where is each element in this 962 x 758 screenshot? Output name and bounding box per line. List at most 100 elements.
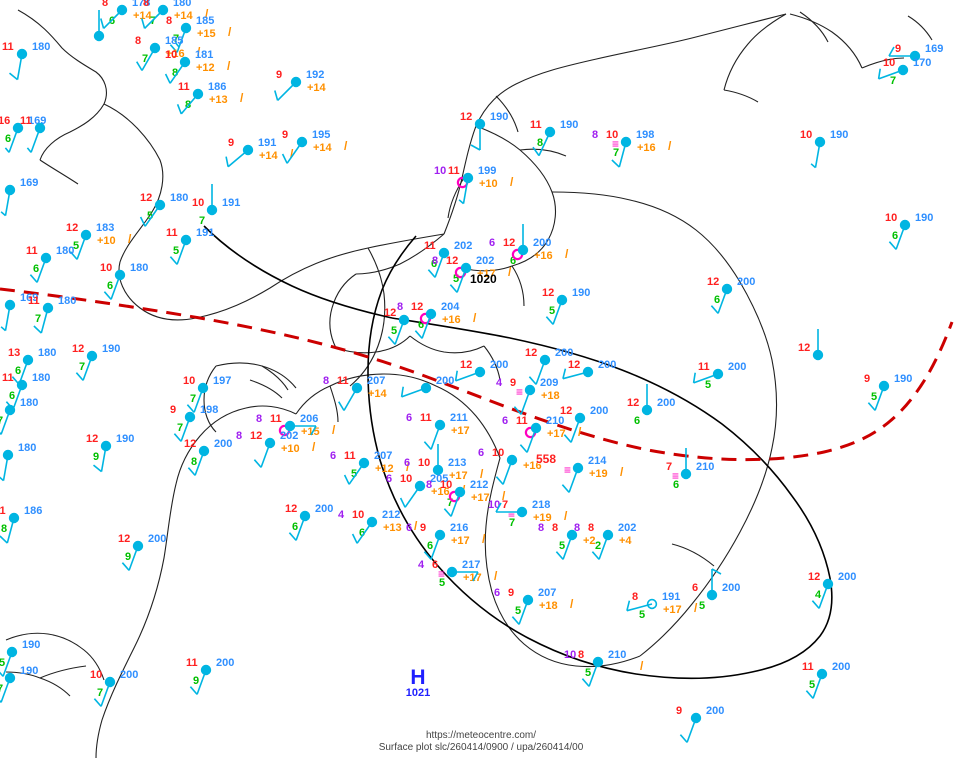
station-pressure: 218 — [532, 499, 551, 511]
tendency-trace-icon: / — [480, 467, 484, 481]
station-circle-and-wind-barb — [545, 294, 568, 325]
station-circle-and-wind-barb — [225, 144, 254, 168]
station-pressure: 198 — [636, 129, 655, 141]
station-temperature: 11 — [178, 81, 190, 93]
station-visibility: 8 — [397, 301, 404, 313]
station-pressure-tendency: +16 — [431, 486, 450, 498]
station-circle-and-wind-barb — [400, 382, 432, 398]
station-circle-and-wind-barb — [867, 380, 890, 411]
station-circle-and-wind-barb — [805, 668, 828, 699]
station-circle-and-wind-barb — [100, 4, 128, 29]
station-dewpoint: 8 — [191, 456, 198, 468]
station-dewpoint: 7 — [0, 683, 4, 695]
station-pressure: 206 — [300, 413, 319, 425]
tendency-trace-icon: / — [312, 440, 316, 454]
station-dewpoint: 6 — [9, 390, 16, 402]
station-pressure: 180 — [56, 245, 75, 257]
station-temperature: 9 — [420, 522, 427, 534]
station-circle-and-wind-barb — [443, 486, 466, 517]
station-pressure-tendency: +18 — [541, 390, 560, 402]
station-pressure: 210 — [608, 649, 627, 661]
tendency-trace-icon: / — [502, 489, 506, 503]
station-pressure-tendency: +14 — [133, 10, 152, 22]
station-pressure-tendency: +14 — [307, 82, 326, 94]
station-pressure: 212 — [470, 479, 489, 491]
station-pressure: 200 — [590, 405, 609, 417]
station-pressure-tendency: +16 — [442, 314, 461, 326]
station-dewpoint: 6 — [510, 255, 517, 267]
plot-caption: Surface plot slc/260414/0900 / upa/26041… — [378, 742, 584, 753]
station-pressure: 200 — [490, 359, 509, 371]
station-circle-and-wind-barb — [93, 10, 105, 42]
station-pressure: 200 — [657, 397, 676, 409]
tendency-trace-icon: / — [228, 25, 232, 39]
station-pressure-tendency: +16 — [637, 142, 656, 154]
station-pressure-tendency: +12 — [196, 62, 215, 74]
station-circle-and-wind-barb — [563, 412, 586, 443]
station-dewpoint: 6 — [418, 319, 425, 331]
station-visibility: 6 — [494, 587, 501, 599]
station-circle-and-wind-barb — [343, 457, 370, 485]
station-pressure: 200 — [436, 375, 455, 387]
station-dewpoint: 7 — [447, 497, 454, 509]
station-pressure: 190 — [22, 639, 41, 651]
station-circle-and-wind-barb — [399, 480, 426, 508]
station-temperature: 12 — [86, 433, 99, 445]
station-pressure-tendency: +19 — [589, 468, 608, 480]
station-temperature: 8 — [102, 0, 109, 9]
station-pressure: 185 — [196, 15, 215, 27]
station-pressure-tendency: +2 — [583, 535, 596, 547]
station-dewpoint: 7 — [142, 53, 149, 65]
high-value: 1021 — [405, 687, 431, 699]
station-dewpoint: 5 — [585, 667, 592, 679]
station-circle-and-wind-barb — [288, 510, 311, 541]
station-dewpoint: 5 — [453, 273, 460, 285]
station-pressure-tendency: +17 — [451, 425, 470, 437]
station-circle-and-wind-barb — [513, 384, 536, 415]
station-temperature: 12 — [503, 237, 516, 249]
tendency-trace-icon: / — [494, 569, 498, 583]
station-temperature: 12 — [560, 405, 573, 417]
station-dewpoint: 8 — [537, 137, 544, 149]
station-pressure: 190 — [116, 433, 135, 445]
station-pressure: 190 — [102, 343, 121, 355]
station-visibility: 4 — [418, 559, 425, 571]
station-circle-and-wind-barb — [710, 283, 733, 314]
station-dewpoint: 7 — [613, 147, 620, 159]
station-pressure: 200 — [533, 237, 552, 249]
station-dewpoint: 7 — [890, 75, 897, 87]
station-pressure: 200 — [315, 503, 334, 515]
station-circle-and-wind-barb — [458, 172, 474, 205]
station-dewpoint: 8 — [1, 523, 8, 535]
station-temperature: 6 — [692, 582, 699, 594]
station-visibility: 4 — [338, 509, 345, 521]
station-circle-and-wind-barb — [141, 4, 169, 29]
station-circle-and-wind-barb — [511, 594, 534, 625]
station-circle-and-wind-barb — [11, 354, 34, 385]
station-temperature: 12 — [460, 111, 473, 123]
station-temperature: 11 — [2, 372, 14, 384]
station-circle-and-wind-barb — [75, 350, 98, 381]
source-url: https://meteocentre.com/ — [425, 730, 537, 741]
station-circle-and-wind-barb — [5, 379, 28, 410]
station-circle-and-wind-barb — [517, 224, 529, 256]
station-pressure: 180 — [20, 397, 39, 409]
station-pressure-tendency: +14 — [174, 10, 193, 22]
station-pressure: 191 — [196, 227, 215, 239]
station-circle-and-wind-barb — [281, 136, 308, 164]
station-pressure-tendency: +14 — [259, 150, 278, 162]
station-circle-and-wind-barb — [92, 440, 112, 473]
station-dewpoint: 5 — [639, 609, 646, 621]
station-pressure: 210 — [546, 415, 565, 427]
high-pressure-center: H 1021 — [398, 667, 438, 699]
station-pressure-tendency: +10 — [281, 443, 300, 455]
station-pressure-tendency: +12 — [375, 463, 394, 475]
station-pressure: 216 — [450, 522, 469, 534]
station-circle-and-wind-barb — [0, 449, 14, 482]
station-pressure-tendency: +17 — [663, 604, 682, 616]
station-pressure: 180 — [38, 347, 57, 359]
station-temperature: 12 — [808, 571, 821, 583]
station-visibility: 8 — [538, 522, 545, 534]
station-temperature: 9 — [864, 373, 871, 385]
